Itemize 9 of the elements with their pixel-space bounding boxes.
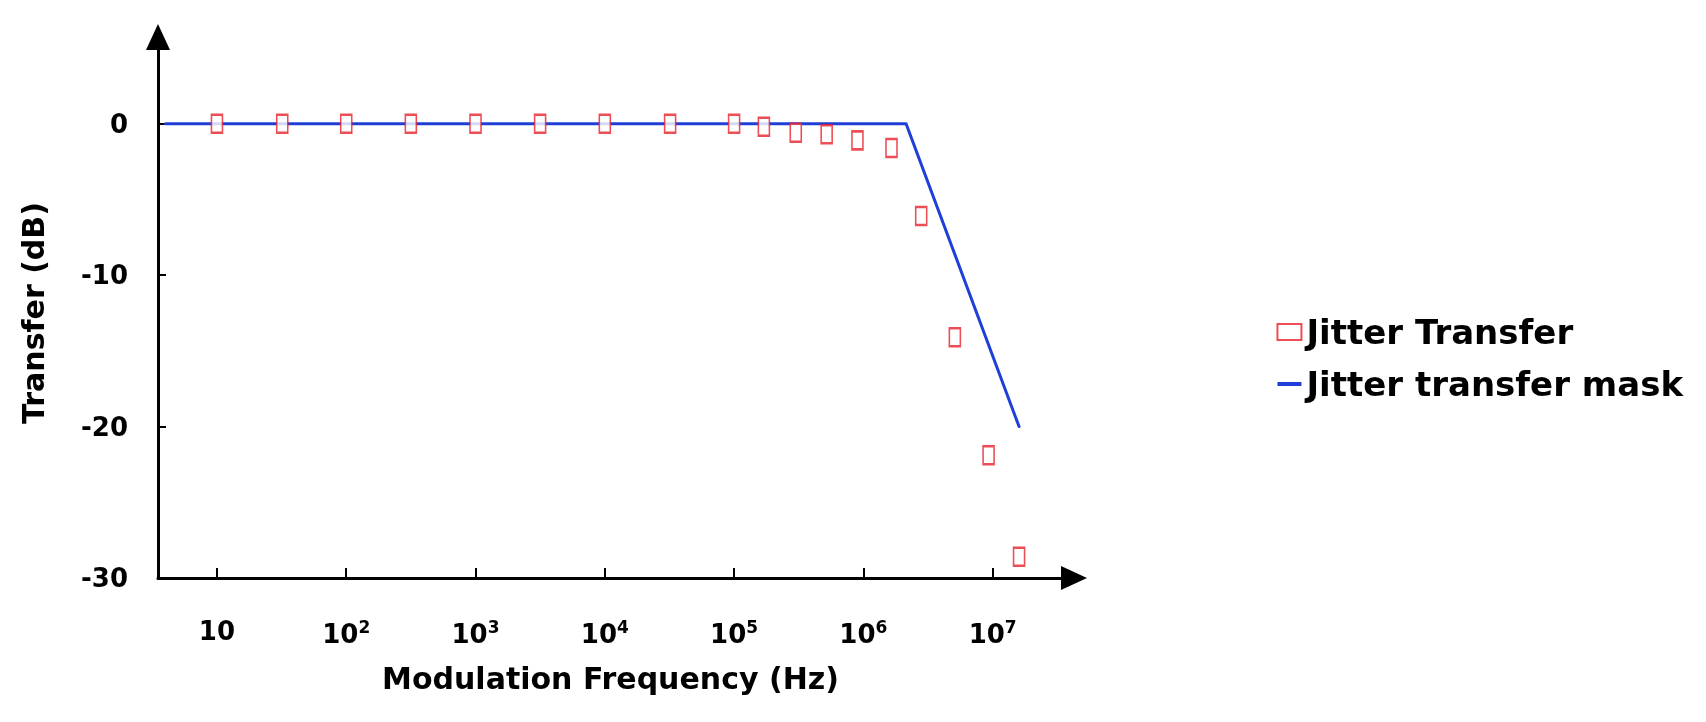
y-tick-label: -30	[81, 563, 128, 593]
legend-label: Jitter transfer mask	[1304, 364, 1685, 404]
y-tick-label: -10	[81, 260, 128, 291]
y-tick-label: -20	[81, 411, 128, 442]
x-axis-title: Modulation Frequency (Hz)	[382, 660, 839, 696]
y-tick-label: 0	[109, 108, 128, 139]
x-tick-label: 10	[198, 616, 236, 646]
y-axis-title: Transfer (dB)	[15, 202, 51, 424]
legend-label: Jitter Transfer	[1304, 312, 1574, 352]
